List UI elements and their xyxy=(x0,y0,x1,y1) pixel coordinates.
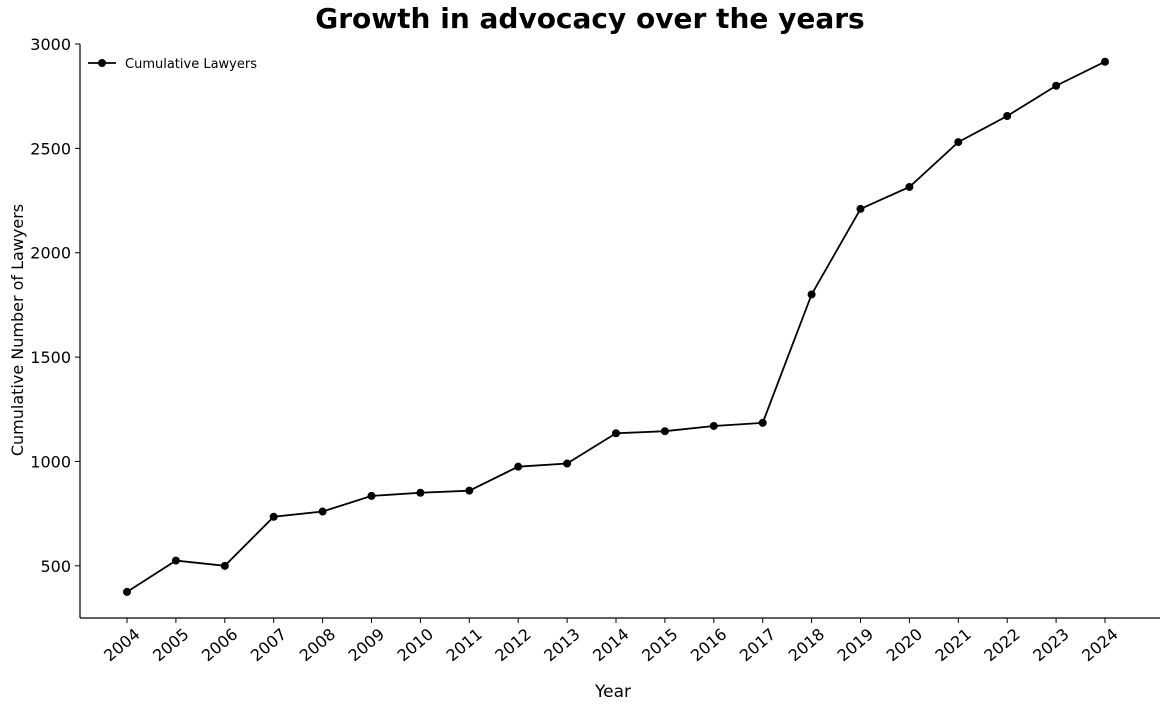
x-tick-label: 2020 xyxy=(883,625,926,666)
x-tick-label: 2022 xyxy=(980,625,1023,666)
x-tick-label: 2012 xyxy=(491,625,534,666)
y-tick-label: 2000 xyxy=(30,244,71,263)
x-tick-label: 2019 xyxy=(834,625,877,666)
y-axis-ticks: 500 1000 1500 2000 2500 3000 xyxy=(30,35,80,576)
data-point xyxy=(416,488,425,497)
data-point xyxy=(123,587,131,596)
x-tick-label: 2024 xyxy=(1078,625,1121,666)
y-tick-label: 1000 xyxy=(30,452,71,471)
y-tick-label: 1500 xyxy=(30,348,71,367)
data-point xyxy=(563,459,572,468)
x-tick-label: 2021 xyxy=(931,625,974,666)
chart-title: Growth in advocacy over the years xyxy=(315,2,865,35)
data-point xyxy=(905,182,914,191)
legend-marker xyxy=(98,59,106,67)
data-point xyxy=(856,204,865,213)
plot-area xyxy=(123,57,1109,596)
x-tick-label: 2017 xyxy=(736,625,779,666)
x-tick-label: 2009 xyxy=(345,625,388,666)
x-tick-label: 2023 xyxy=(1029,625,1072,666)
legend-label: Cumulative Lawyers xyxy=(125,57,257,72)
y-axis-label: Cumulative Number of Lawyers xyxy=(8,204,27,456)
y-tick-label: 3000 xyxy=(30,35,71,54)
data-point xyxy=(269,512,278,521)
legend: Cumulative Lawyers xyxy=(88,57,257,72)
x-tick-label: 2006 xyxy=(198,625,241,666)
x-tick-label: 2007 xyxy=(247,625,290,666)
data-point xyxy=(758,418,767,427)
x-tick-label: 2016 xyxy=(687,625,730,666)
data-point xyxy=(954,138,963,147)
data-point xyxy=(318,507,327,516)
x-tick-label: 2010 xyxy=(394,625,437,666)
x-axis-ticks: 2004 2005 2006 2007 2008 2009 2010 2011 2012 2013… xyxy=(100,618,1122,666)
x-tick-label: 2018 xyxy=(785,625,828,666)
x-axis-label: Year xyxy=(594,682,631,702)
y-tick-label: 500 xyxy=(40,557,71,576)
data-point xyxy=(807,290,816,299)
chart-axes xyxy=(79,44,1160,619)
data-point xyxy=(1003,112,1012,121)
data-point xyxy=(171,556,180,565)
data-point xyxy=(709,421,718,430)
data-point xyxy=(514,462,523,471)
data-point xyxy=(660,427,669,436)
data-point xyxy=(612,429,620,438)
x-tick-label: 2008 xyxy=(296,625,339,666)
data-point xyxy=(367,491,376,500)
y-tick-label: 2500 xyxy=(30,139,71,158)
x-tick-label: 2014 xyxy=(589,625,632,666)
x-tick-label: 2011 xyxy=(442,625,485,666)
data-point xyxy=(1052,81,1061,90)
x-tick-label: 2004 xyxy=(100,625,143,666)
x-tick-label: 2015 xyxy=(638,625,681,666)
x-tick-label: 2005 xyxy=(149,625,192,666)
data-point xyxy=(465,486,474,495)
data-point xyxy=(220,561,229,570)
x-tick-label: 2013 xyxy=(540,625,583,666)
data-point xyxy=(1101,57,1109,66)
